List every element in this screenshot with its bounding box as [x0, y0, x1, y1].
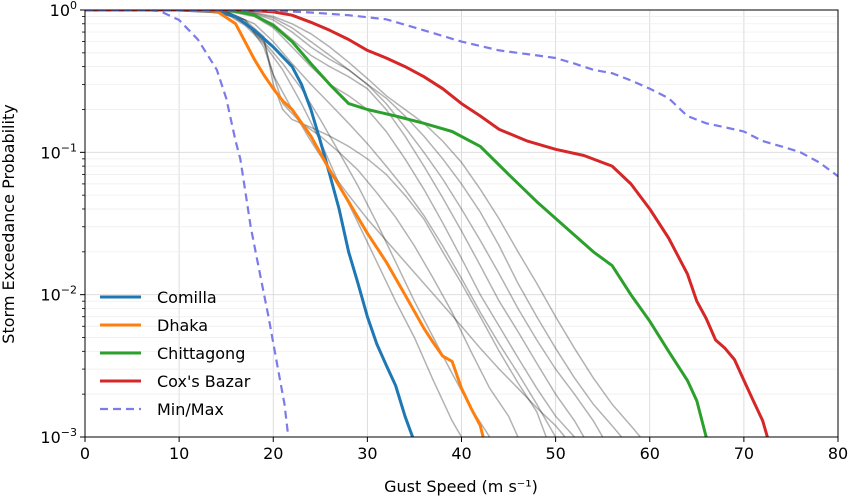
legend-label: Min/Max — [157, 400, 224, 419]
series-line-comilla — [85, 10, 415, 437]
y-axis-ticks: 100 10−1 10−2 10−3 — [40, 0, 85, 447]
ensemble-line — [85, 10, 623, 437]
ensemble-line — [85, 10, 604, 437]
ensemble-line — [85, 10, 557, 437]
legend-label: Chittagong — [157, 344, 245, 363]
series-line-minmax — [85, 10, 290, 437]
y-tick-label: 10−2 — [40, 284, 77, 305]
y-tick-label: 10−3 — [40, 426, 77, 447]
x-axis-label: Gust Speed (m s⁻¹) — [384, 477, 538, 496]
x-tick-label: 0 — [80, 444, 90, 463]
y-tick-label: 100 — [50, 0, 77, 20]
legend-label: Dhaka — [157, 316, 208, 335]
y-tick-label: 10−1 — [40, 141, 77, 162]
legend-label: Cox's Bazar — [157, 372, 251, 391]
legend: Comilla Dhaka Chittagong Cox's Bazar Min/Max — [100, 288, 251, 419]
x-tick-label: 10 — [169, 444, 189, 463]
x-tick-label: 40 — [451, 444, 471, 463]
x-tick-label: 50 — [545, 444, 565, 463]
main-lines — [85, 10, 838, 437]
ensemble-line — [85, 10, 547, 437]
series-line-chittagong — [85, 10, 708, 437]
x-tick-label: 60 — [640, 444, 660, 463]
grid — [85, 10, 838, 437]
x-tick-label: 80 — [828, 444, 848, 463]
series-line-cox-s-bazar — [85, 10, 769, 437]
series-line-minmax — [85, 10, 838, 178]
ensemble-line — [85, 10, 566, 437]
series-line-dhaka — [85, 10, 485, 437]
ensemble-line — [85, 10, 463, 437]
x-tick-label: 70 — [734, 444, 754, 463]
legend-label: Comilla — [157, 288, 217, 307]
y-axis-label: Storm Exceedance Probability — [0, 104, 18, 343]
x-tick-label: 20 — [263, 444, 283, 463]
x-axis-ticks: 0 10 20 30 40 50 60 70 80 — [80, 437, 848, 463]
x-tick-label: 30 — [357, 444, 377, 463]
